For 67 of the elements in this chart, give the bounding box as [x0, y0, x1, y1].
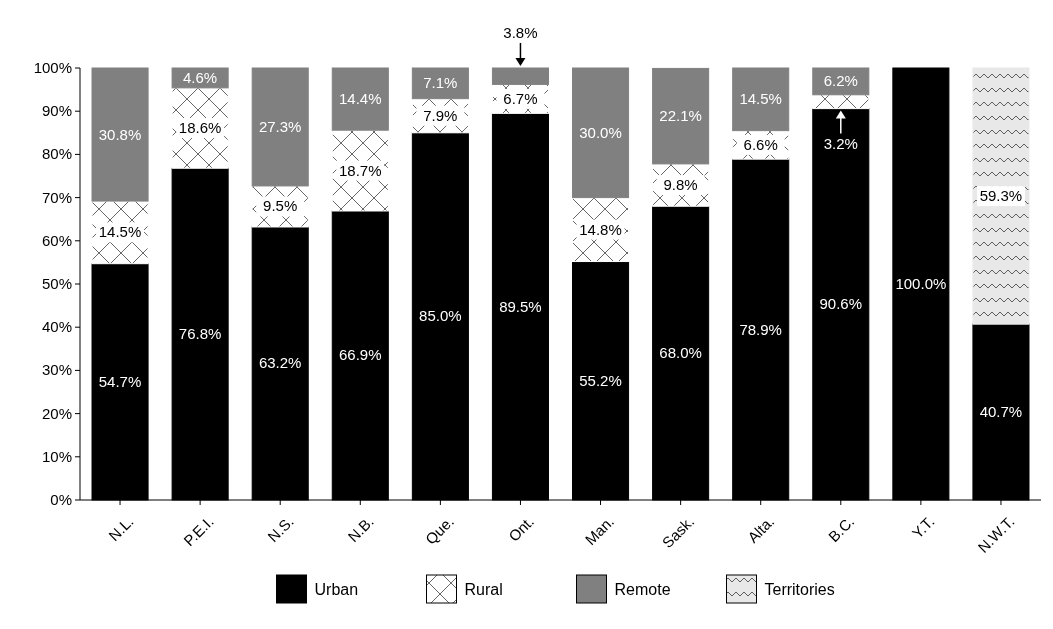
data-label: 14.4%	[339, 90, 382, 108]
data-label: 7.1%	[423, 74, 458, 92]
data-label: 6.2%	[823, 72, 858, 90]
bar	[572, 67, 630, 199]
y-tick-label: 0%	[50, 491, 72, 508]
data-label: 30.8%	[98, 125, 142, 143]
data-label: 55.2%	[579, 371, 622, 389]
data-label: 68.0%	[659, 344, 702, 362]
data-label: 54.7%	[98, 372, 142, 390]
bar	[491, 67, 549, 85]
bar	[812, 94, 870, 110]
data-label: 27.3%	[258, 117, 302, 135]
legend-label: Remote	[614, 581, 671, 598]
data-label: 14.5%	[98, 223, 142, 241]
y-tick-label: 50%	[41, 275, 72, 292]
data-label: 3.2%	[823, 134, 858, 152]
bar	[331, 67, 389, 131]
data-label: 76.8%	[178, 325, 222, 343]
bar	[411, 67, 469, 100]
bar	[251, 67, 309, 187]
x-tick-label: B.C.	[824, 512, 858, 546]
y-tick-label: 60%	[41, 231, 72, 249]
data-label: 40.7%	[979, 403, 1023, 421]
data-label: 100.0%	[895, 275, 947, 292]
data-label: 4.6%	[183, 68, 218, 86]
bar	[91, 67, 149, 202]
data-label: 90.6%	[819, 295, 863, 313]
y-tick-label: 20%	[41, 404, 72, 422]
data-label: 6.7%	[503, 89, 538, 107]
x-tick-label: N.S.	[264, 512, 297, 546]
data-label: 14.5%	[739, 90, 782, 108]
data-label: 14.8%	[579, 220, 622, 238]
y-tick-label: 30%	[41, 361, 72, 379]
data-label: 78.9%	[739, 320, 782, 338]
data-label: 18.6%	[178, 119, 222, 137]
legend-label: Rural	[464, 581, 503, 598]
data-label: 30.0%	[579, 123, 622, 141]
x-tick-label: Man.	[581, 512, 618, 549]
bar	[972, 67, 1030, 325]
legend-label: Urban	[314, 581, 359, 598]
data-label: 9.5%	[263, 197, 298, 215]
x-tick-label: Alta.	[744, 512, 778, 546]
x-tick-label: N.B.	[344, 512, 377, 546]
data-label: 66.9%	[339, 346, 382, 364]
data-label: 85.0%	[419, 307, 462, 325]
y-tick-label: 100%	[33, 59, 72, 76]
bar	[171, 67, 229, 89]
data-label: 63.2%	[258, 354, 302, 372]
data-label: 18.7%	[339, 161, 382, 179]
y-tick-label: 10%	[41, 447, 72, 465]
data-label: 89.5%	[499, 297, 542, 315]
y-tick-label: 40%	[41, 318, 72, 336]
data-label: 9.8%	[663, 176, 698, 194]
data-label: 3.8%	[503, 24, 538, 41]
x-tick-label: N.L.	[105, 512, 137, 545]
y-tick-label: 80%	[41, 145, 72, 163]
legend-label: Territories	[764, 581, 835, 598]
data-label: 7.9%	[423, 106, 458, 124]
x-tick-label: Y.T.	[908, 512, 938, 542]
x-tick-label: Ont.	[504, 512, 538, 545]
bar	[652, 67, 710, 165]
x-tick-label: Que.	[421, 512, 457, 548]
y-tick-label: 70%	[41, 188, 72, 206]
data-label: 59.3%	[979, 187, 1023, 205]
data-label: 6.6%	[743, 135, 778, 153]
y-tick-label: 90%	[41, 102, 72, 120]
data-label: 22.1%	[659, 107, 702, 125]
